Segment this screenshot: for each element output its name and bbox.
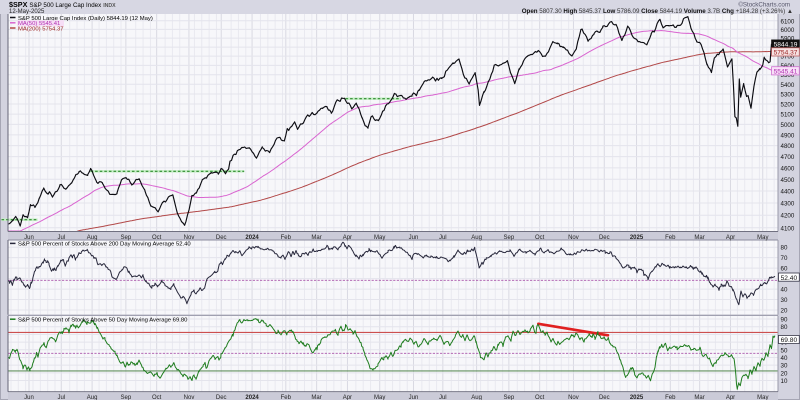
svg-text:30: 30	[781, 363, 788, 370]
svg-text:12-May-2025: 12-May-2025	[9, 9, 45, 15]
svg-text:MA(50) 5545.41: MA(50) 5545.41	[18, 21, 60, 27]
svg-text:Apr: Apr	[726, 395, 735, 400]
svg-text:5700: 5700	[781, 54, 795, 61]
svg-text:Oct: Oct	[152, 235, 162, 241]
svg-text:4500: 4500	[781, 177, 795, 184]
svg-text:Open 5807.30 High 5845.37 Low: Open 5807.30 High 5845.37 Low 5786.09 Cl…	[522, 8, 793, 15]
svg-text:4700: 4700	[781, 154, 795, 161]
svg-text:Jul: Jul	[57, 235, 65, 241]
svg-text:2025: 2025	[630, 235, 644, 241]
svg-text:80: 80	[781, 324, 788, 331]
svg-text:Jul: Jul	[57, 395, 65, 400]
svg-text:Jul: Jul	[439, 395, 447, 400]
svg-text:May: May	[374, 235, 385, 241]
svg-text:Sep: Sep	[504, 235, 515, 241]
svg-text:Jun: Jun	[409, 395, 419, 400]
svg-text:5400: 5400	[781, 82, 795, 89]
svg-text:Dec: Dec	[216, 235, 227, 241]
svg-text:80: 80	[781, 245, 788, 252]
svg-text:30: 30	[781, 297, 788, 304]
svg-text:$SPX S&P 500 Large Cap Index I: $SPX S&P 500 Large Cap Index INDX	[9, 0, 116, 9]
svg-text:4200: 4200	[781, 213, 795, 220]
svg-text:Aug: Aug	[87, 395, 98, 400]
svg-text:Oct: Oct	[152, 395, 162, 400]
svg-text:5900: 5900	[781, 36, 795, 43]
svg-text:5754.37: 5754.37	[774, 50, 798, 57]
svg-text:Nov: Nov	[568, 235, 579, 241]
svg-text:Jun: Jun	[24, 235, 34, 241]
svg-text:Feb: Feb	[665, 395, 676, 400]
svg-text:Mar: Mar	[311, 395, 321, 400]
svg-text:Nov: Nov	[184, 395, 195, 400]
svg-text:5200: 5200	[781, 102, 795, 109]
svg-text:Oct: Oct	[535, 395, 545, 400]
svg-text:Nov: Nov	[184, 235, 195, 241]
svg-text:S&P 500 Large Cap Index (Daily: S&P 500 Large Cap Index (Daily) 5844.19 …	[18, 16, 153, 22]
svg-text:Dec: Dec	[216, 395, 227, 400]
svg-text:Mar: Mar	[694, 235, 704, 241]
svg-text:4600: 4600	[781, 165, 795, 172]
svg-text:Apr: Apr	[343, 395, 352, 400]
svg-text:5500: 5500	[781, 72, 795, 79]
svg-text:Aug: Aug	[471, 395, 482, 400]
svg-text:S&P 500 Percent of Stocks Abov: S&P 500 Percent of Stocks Above 50 Day M…	[18, 318, 188, 324]
svg-text:Apr: Apr	[343, 235, 352, 241]
svg-text:69.80: 69.80	[781, 337, 798, 344]
svg-text:50: 50	[781, 347, 788, 354]
svg-text:Feb: Feb	[665, 235, 676, 241]
svg-text:Dec: Dec	[599, 235, 610, 241]
svg-text:Sep: Sep	[121, 395, 132, 400]
svg-text:Jun: Jun	[409, 235, 419, 241]
svg-text:May: May	[757, 235, 768, 241]
svg-text:4100: 4100	[781, 225, 795, 232]
svg-text:May: May	[757, 395, 768, 400]
svg-text:10: 10	[781, 378, 788, 385]
svg-text:60: 60	[781, 266, 788, 273]
svg-text:40: 40	[781, 355, 788, 362]
svg-text:20: 20	[781, 370, 788, 377]
svg-text:©StockCharts.com: ©StockCharts.com	[738, 1, 790, 8]
svg-text:MA(200) 5754.37: MA(200) 5754.37	[18, 26, 64, 32]
svg-text:4400: 4400	[781, 189, 795, 196]
svg-text:Sep: Sep	[121, 235, 132, 241]
svg-text:70: 70	[781, 255, 788, 262]
svg-text:4300: 4300	[781, 201, 795, 208]
svg-text:Mar: Mar	[311, 235, 321, 241]
svg-text:Jul: Jul	[439, 235, 447, 241]
svg-text:Aug: Aug	[87, 235, 98, 241]
svg-text:4800: 4800	[781, 143, 795, 150]
svg-text:May: May	[374, 395, 385, 400]
svg-text:5000: 5000	[781, 122, 795, 129]
svg-text:Feb: Feb	[281, 395, 292, 400]
svg-text:6100: 6100	[781, 18, 795, 25]
svg-text:Dec: Dec	[599, 395, 610, 400]
svg-text:5100: 5100	[781, 112, 795, 119]
svg-text:Jun: Jun	[24, 395, 34, 400]
svg-text:Mar: Mar	[694, 395, 704, 400]
svg-text:Nov: Nov	[568, 395, 579, 400]
svg-text:5545.41: 5545.41	[774, 69, 798, 76]
svg-text:5844.19: 5844.19	[774, 42, 798, 49]
svg-text:2024: 2024	[245, 395, 259, 400]
svg-text:2025: 2025	[630, 395, 644, 400]
svg-text:20: 20	[781, 308, 788, 315]
svg-text:Aug: Aug	[471, 235, 482, 241]
svg-text:4900: 4900	[781, 132, 795, 139]
svg-text:Oct: Oct	[535, 235, 545, 241]
svg-text:Feb: Feb	[281, 235, 292, 241]
svg-text:5300: 5300	[781, 92, 795, 99]
svg-text:90: 90	[781, 317, 788, 324]
svg-text:S&P 500 Percent of Stocks Abov: S&P 500 Percent of Stocks Above 200 Day …	[18, 242, 191, 248]
svg-text:Sep: Sep	[504, 395, 515, 400]
svg-text:40: 40	[781, 287, 788, 294]
svg-text:6000: 6000	[781, 27, 795, 34]
svg-text:2024: 2024	[245, 235, 259, 241]
svg-text:52.40: 52.40	[781, 275, 798, 282]
svg-text:Apr: Apr	[726, 235, 735, 241]
